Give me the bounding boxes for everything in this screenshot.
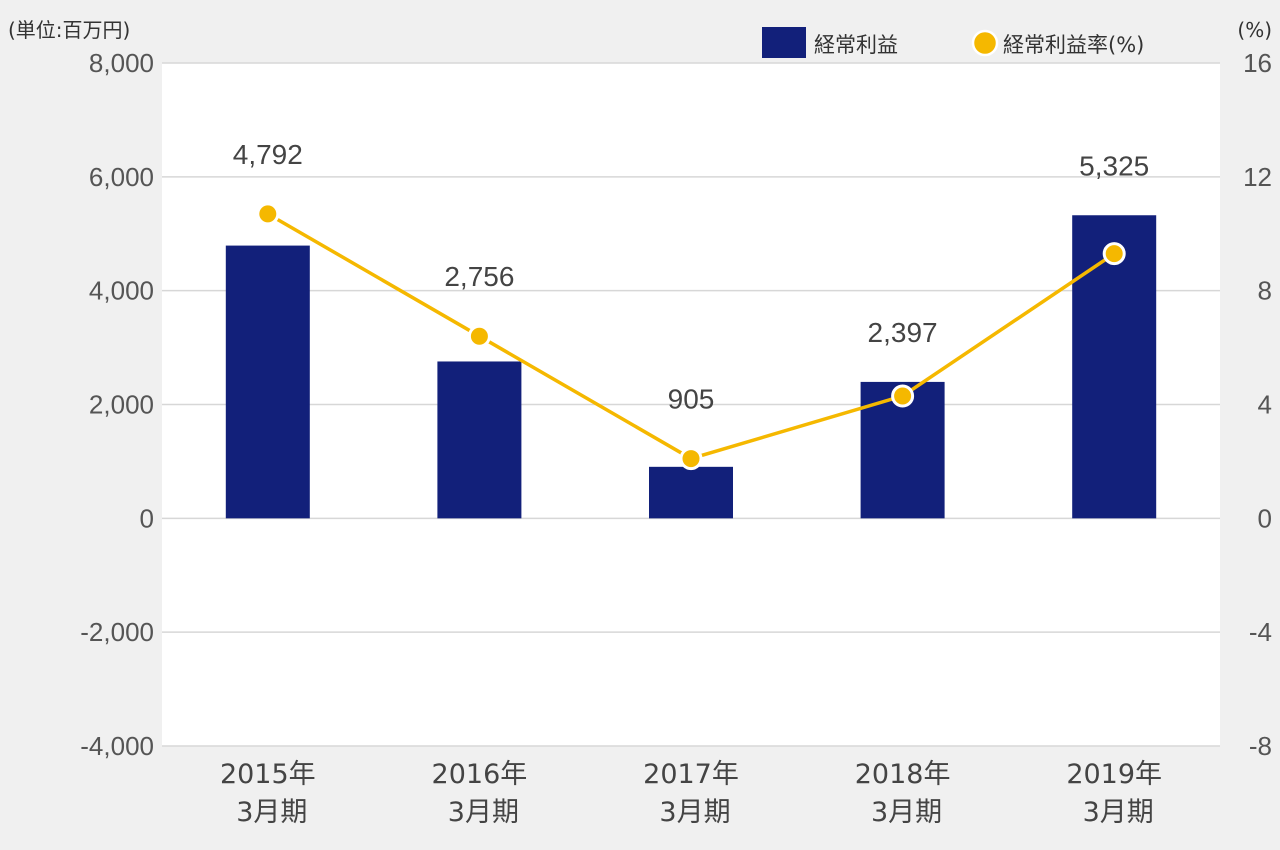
left-tick-label: -2,000 [80, 617, 154, 647]
right-tick-label: -8 [1249, 731, 1272, 761]
bar [649, 466, 733, 519]
category-label-period: 3月期 [236, 797, 307, 828]
bar [437, 361, 522, 519]
category-label-year: 2015年 [220, 759, 316, 790]
legend-label-bar: 経常利益 [814, 33, 898, 57]
right-tick-label: 16 [1243, 48, 1272, 78]
left-axis-unit: (単位:百万円) [8, 18, 130, 42]
bar-value-label: 5,325 [1079, 150, 1149, 181]
category-label-period: 3月期 [1083, 797, 1154, 828]
right-tick-label: 12 [1243, 162, 1272, 192]
legend-swatch-line [971, 29, 999, 57]
left-tick-label: -4,000 [80, 731, 154, 761]
category-label-period: 3月期 [871, 797, 942, 828]
legend-label-line: 経常利益率(%) [1003, 33, 1144, 57]
left-tick-label: 6,000 [89, 162, 154, 192]
legend-swatch-bar [762, 27, 806, 58]
ratio-point [891, 384, 915, 408]
left-tick-label: 4,000 [89, 276, 154, 306]
bar [1072, 215, 1157, 519]
left-tick-label: 8,000 [89, 48, 154, 78]
right-tick-label: -4 [1249, 617, 1272, 647]
category-label-year: 2018年 [855, 759, 951, 790]
bar-value-label: 2,756 [444, 261, 514, 292]
category-label-year: 2016年 [432, 759, 528, 790]
right-tick-label: 4 [1258, 390, 1272, 420]
right-axis-unit: (%) [1237, 18, 1272, 42]
bar-value-label: 4,792 [233, 139, 303, 170]
category-label-period: 3月期 [448, 797, 519, 828]
ratio-point [679, 447, 703, 471]
category-label-year: 2017年 [643, 759, 739, 790]
right-tick-label: 0 [1258, 503, 1272, 533]
left-tick-label: 2,000 [89, 390, 154, 420]
ratio-point [1102, 242, 1126, 266]
left-tick-label: 0 [140, 503, 154, 533]
bar [225, 245, 310, 519]
ratio-point [256, 202, 280, 226]
bar-value-label: 905 [668, 384, 715, 415]
right-tick-label: 8 [1258, 276, 1272, 306]
ratio-point [467, 324, 491, 348]
bar-value-label: 2,397 [868, 317, 938, 348]
category-label-year: 2019年 [1066, 759, 1162, 790]
category-label-period: 3月期 [659, 797, 730, 828]
